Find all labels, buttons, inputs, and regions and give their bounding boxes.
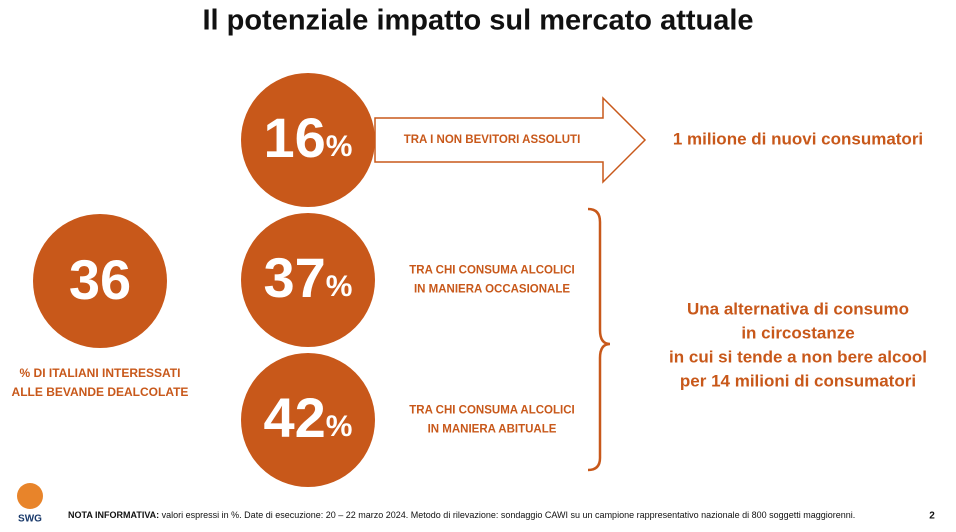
logo-mark	[17, 483, 43, 509]
arrow	[374, 96, 647, 184]
group-value: 16	[264, 106, 326, 169]
outcome-new: 1 milione di nuovi consumatori	[673, 129, 923, 148]
group-label: IN MANIERA ABITUALE	[428, 424, 557, 436]
group-circle	[241, 73, 375, 207]
main-caption: ALLE BEVANDE DEALCOLATE	[12, 385, 189, 399]
main-caption: % DI ITALIANI INTERESSATI	[20, 366, 181, 380]
group-unit: %	[326, 410, 353, 443]
group-label: IN MANIERA OCCASIONALE	[414, 284, 570, 296]
group-unit: %	[326, 270, 353, 303]
group-value-text: 42%	[264, 386, 353, 449]
group-value: 37	[264, 246, 326, 309]
outcome-alt: in cui si tende a non bere alcool	[669, 347, 927, 366]
main-value: 36	[69, 248, 131, 311]
group-value-text: 37%	[264, 246, 353, 309]
note-label: NOTA INFORMATIVA:	[68, 510, 159, 520]
page-number: 2	[929, 511, 935, 522]
group-label: TRA CHI CONSUMA ALCOLICI	[409, 405, 574, 417]
group-label: TRA CHI CONSUMA ALCOLICI	[409, 265, 574, 277]
group-circle	[241, 213, 375, 347]
title: Il potenziale impatto sul mercato attual…	[202, 5, 753, 37]
group-value: 42	[264, 386, 326, 449]
footnote: NOTA INFORMATIVA: valori espressi in %. …	[68, 510, 855, 520]
bracket	[587, 207, 611, 472]
group-unit: %	[326, 130, 353, 163]
group-circle	[241, 353, 375, 487]
main-circle	[33, 214, 167, 348]
group-label: TRA I NON BEVITORI ASSOLUTI	[404, 134, 581, 146]
logo: SWG	[18, 514, 42, 525]
group-value-text: 16%	[264, 106, 353, 169]
outcome-alt: in circostanze	[741, 323, 854, 342]
outcome-alt: per 14 milioni di consumatori	[680, 371, 916, 390]
note: valori espressi in %. Date di esecuzione…	[159, 510, 855, 520]
outcome-alt: Una alternativa di consumo	[687, 299, 909, 318]
